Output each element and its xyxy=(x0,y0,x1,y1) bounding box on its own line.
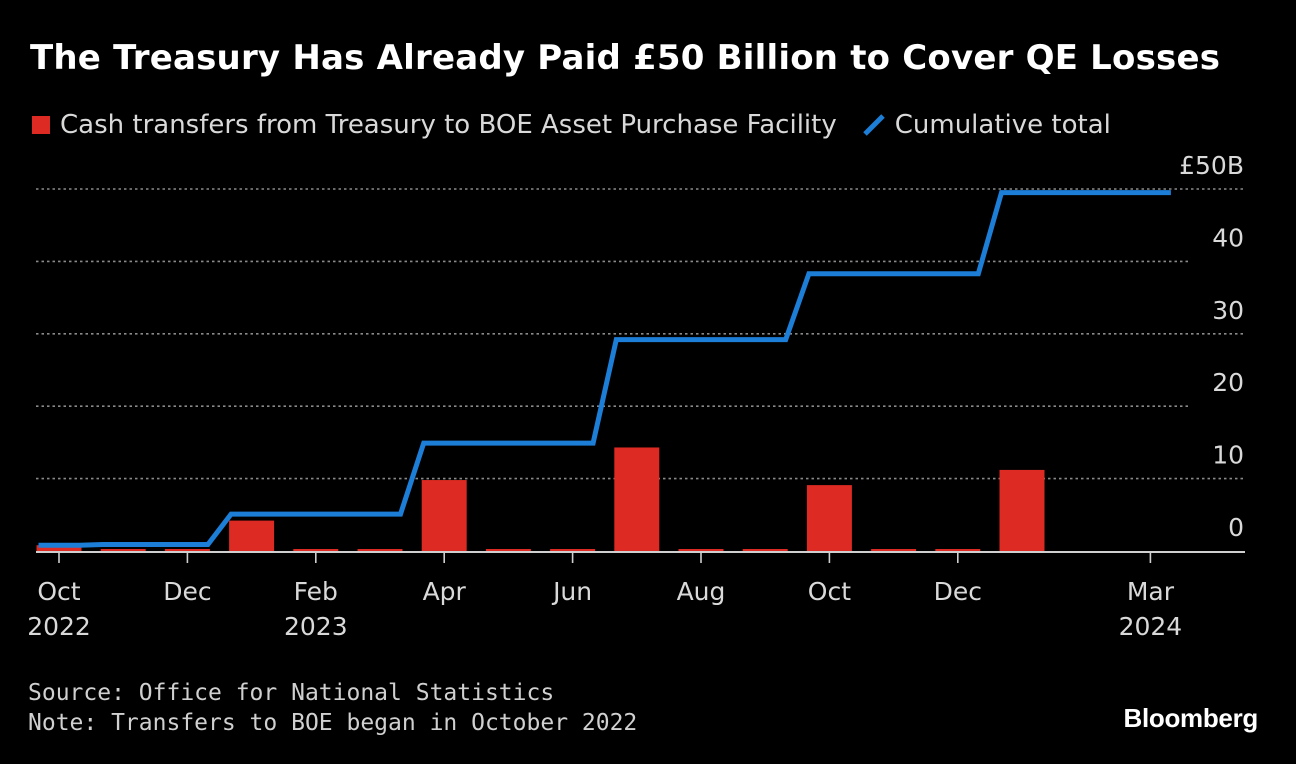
bar xyxy=(935,549,981,551)
bar xyxy=(871,549,917,551)
bar xyxy=(229,520,275,551)
x-tick-label: Mar xyxy=(1127,577,1175,606)
x-tick-label: Feb xyxy=(294,577,338,606)
x-tick-label: Apr xyxy=(423,577,467,606)
y-tick-label: 10 xyxy=(1212,441,1244,470)
legend-bar-swatch xyxy=(32,116,50,134)
cumulative-line xyxy=(38,190,1171,548)
bar xyxy=(999,469,1045,551)
x-tick-year-label: 2024 xyxy=(1119,612,1183,641)
legend: Cash transfers from Treasury to BOE Asse… xyxy=(32,108,1111,142)
y-tick-label: £50B xyxy=(1179,151,1244,180)
legend-line-label: Cumulative total xyxy=(894,110,1111,140)
bar xyxy=(421,480,467,551)
y-tick-label: 0 xyxy=(1228,513,1244,542)
x-tick-label: Aug xyxy=(677,577,726,606)
bar xyxy=(164,549,210,551)
bloomberg-logo: Bloomberg xyxy=(1123,703,1258,733)
footnote: Note: Transfers to BOE began in October … xyxy=(28,710,638,736)
bar xyxy=(550,549,596,551)
bar xyxy=(100,549,146,551)
x-tick-label: Oct xyxy=(37,577,80,606)
bar xyxy=(678,549,724,551)
bar xyxy=(742,549,788,551)
x-tick-label: Dec xyxy=(934,577,982,606)
chart-title: The Treasury Has Already Paid £50 Billio… xyxy=(30,38,1221,78)
x-tick-label: Oct xyxy=(808,577,851,606)
bar xyxy=(357,549,403,551)
bar xyxy=(36,545,82,551)
legend-item-cumulative: Cumulative total xyxy=(837,110,1111,140)
bar xyxy=(485,549,531,551)
bar xyxy=(806,485,852,551)
y-tick-label: 30 xyxy=(1212,296,1244,325)
legend-line-swatch xyxy=(862,114,885,136)
legend-item-transfers: Cash transfers from Treasury to BOE Asse… xyxy=(32,110,837,140)
legend-bar-label: Cash transfers from Treasury to BOE Asse… xyxy=(60,110,837,140)
x-tick-year-label: 2022 xyxy=(27,612,91,641)
source-note: Source: Office for National Statistics xyxy=(28,680,555,706)
bar xyxy=(614,447,660,551)
x-tick-label: Jun xyxy=(551,577,592,606)
y-tick-label: 40 xyxy=(1212,223,1244,252)
x-tick-year-label: 2023 xyxy=(284,612,348,641)
y-tick-label: 20 xyxy=(1212,368,1244,397)
bar xyxy=(293,549,339,551)
footer: Source: Office for National Statistics N… xyxy=(28,678,637,738)
x-tick-label: Dec xyxy=(163,577,211,606)
